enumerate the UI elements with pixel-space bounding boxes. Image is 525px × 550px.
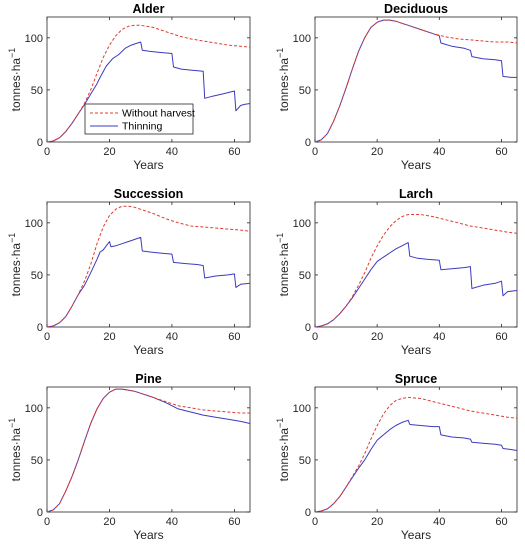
x-tick-label: 40 — [433, 331, 445, 343]
y-axis-label: tonnes·ha−1 — [7, 48, 23, 112]
y-axis-label: tonnes·ha−1 — [275, 233, 291, 297]
y-axis-label-text: tonnes·ha — [9, 243, 23, 297]
chart-panel-pine: 0 20 40 60 0 50 100 Pine Years tonnes·ha−1 — [7, 372, 251, 542]
y-axis-label: tonnes·ha−1 — [275, 418, 291, 482]
y-axis-label-exponent: −1 — [275, 48, 285, 58]
y-tick-label: 50 — [299, 455, 311, 467]
y-axis-label: tonnes·ha−1 — [7, 233, 23, 297]
x-tick-label: 60 — [228, 146, 240, 158]
y-axis-label-text: tonnes·ha — [9, 428, 23, 482]
y-tick-label: 0 — [305, 322, 311, 334]
series-line-without-harvest — [46, 205, 251, 328]
x-tick-label: 0 — [312, 516, 318, 528]
axes-box — [314, 386, 518, 513]
x-tick-label: 40 — [433, 146, 445, 158]
series-line-thinning — [314, 242, 518, 328]
chart-title: Spruce — [395, 372, 437, 386]
x-tick-label: 20 — [371, 146, 383, 158]
axes-box — [46, 386, 251, 513]
y-tick-label: 100 — [25, 33, 43, 45]
y-axis-label-text: tonnes·ha — [9, 58, 23, 112]
chart-panel-spruce: 0 20 40 60 0 50 100 Spruce Years tonnes·ha−1 — [275, 372, 518, 542]
y-tick-label: 0 — [37, 322, 43, 334]
x-tick-label: 0 — [312, 331, 318, 343]
y-tick-label: 50 — [299, 270, 311, 282]
x-tick-label: 20 — [371, 516, 383, 528]
y-axis-label: tonnes·ha−1 — [7, 418, 23, 482]
y-tick-label: 0 — [37, 507, 43, 519]
x-tick-label: 20 — [103, 516, 115, 528]
x-tick-label: 0 — [44, 516, 50, 528]
series-line-without-harvest — [314, 19, 518, 143]
series-line-without-harvest — [314, 396, 518, 513]
x-axis-label: Years — [133, 528, 163, 542]
x-tick-label: 60 — [228, 516, 240, 528]
y-axis-label-exponent: −1 — [275, 233, 285, 243]
y-tick-label: 100 — [293, 33, 311, 45]
series-line-without-harvest — [46, 24, 251, 143]
series-line-without-harvest — [314, 214, 518, 328]
x-tick-label: 20 — [103, 146, 115, 158]
y-tick-label: 0 — [37, 137, 43, 149]
x-axis-label: Years — [401, 158, 431, 172]
chart-panel-deciduous: 0 20 40 60 0 50 100 Deciduous Years tonnes·ha−1 — [275, 2, 518, 172]
legend-label: Thinning — [122, 121, 162, 133]
y-tick-label: 0 — [305, 137, 311, 149]
y-tick-label: 100 — [25, 218, 43, 230]
y-axis-label-exponent: −1 — [7, 233, 17, 243]
x-tick-label: 40 — [166, 516, 178, 528]
x-tick-label: 20 — [103, 331, 115, 343]
x-tick-label: 60 — [228, 331, 240, 343]
chart-panel-succession: 0 20 40 60 0 50 100 Succession Years tonnes·ha−1 — [7, 187, 251, 357]
series-line-without-harvest — [46, 388, 250, 513]
chart-title: Larch — [399, 187, 433, 201]
y-axis-label: tonnes·ha−1 — [275, 48, 291, 112]
axes-box — [314, 16, 518, 143]
y-tick-label: 0 — [305, 507, 311, 519]
x-axis-label: Years — [401, 528, 431, 542]
x-tick-label: 40 — [166, 331, 178, 343]
x-axis-label: Years — [401, 343, 431, 357]
y-tick-label: 50 — [31, 85, 43, 97]
series-line-thinning — [314, 419, 518, 513]
x-axis-label: Years — [133, 158, 163, 172]
x-tick-label: 0 — [44, 146, 50, 158]
y-axis-label-exponent: −1 — [7, 418, 17, 428]
legend-box — [84, 103, 194, 135]
chart-title: Succession — [114, 187, 183, 201]
y-tick-label: 50 — [31, 270, 43, 282]
chart-title: Pine — [135, 372, 161, 386]
chart-panel-alder: 0 20 40 60 0 50 100 Alder Years tonnes·ha−1 — [7, 2, 251, 172]
x-tick-label: 20 — [371, 331, 383, 343]
y-tick-label: 100 — [25, 403, 43, 415]
x-tick-label: 60 — [495, 146, 507, 158]
axes-box — [46, 201, 251, 328]
y-axis-label-exponent: −1 — [7, 48, 17, 58]
y-tick-label: 50 — [299, 85, 311, 97]
y-axis-label-text: tonnes·ha — [277, 428, 291, 482]
x-tick-label: 40 — [166, 146, 178, 158]
x-axis-label: Years — [133, 343, 163, 357]
x-tick-label: 0 — [312, 146, 318, 158]
chart-title: Deciduous — [384, 2, 448, 16]
y-axis-label-text: tonnes·ha — [277, 243, 291, 297]
y-tick-label: 100 — [293, 218, 311, 230]
x-tick-label: 0 — [44, 331, 50, 343]
chart-panel-larch: 0 20 40 60 0 50 100 Larch Years tonnes·ha−1 — [275, 187, 518, 357]
x-tick-label: 40 — [433, 516, 445, 528]
chart-title: Alder — [133, 2, 165, 16]
x-tick-label: 60 — [495, 331, 507, 343]
legend-label: Without harvest — [122, 108, 195, 120]
y-tick-label: 100 — [293, 403, 311, 415]
axes-box — [314, 201, 518, 328]
series-line-thinning — [46, 236, 251, 328]
x-tick-label: 60 — [495, 516, 507, 528]
y-axis-label-text: tonnes·ha — [277, 58, 291, 112]
y-tick-label: 50 — [31, 455, 43, 467]
y-axis-label-exponent: −1 — [275, 418, 285, 428]
